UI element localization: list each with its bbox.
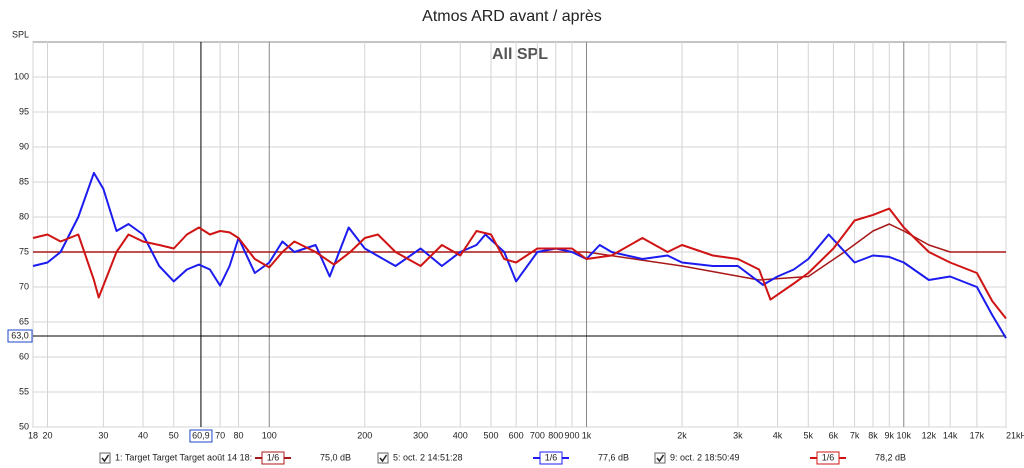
legend-name: 5: oct. 2 14:51:28 — [393, 452, 463, 462]
y-tick-label: 100 — [14, 71, 29, 81]
legend-smoothing: 1/6 — [545, 452, 558, 462]
y-tick-label: 50 — [19, 421, 29, 431]
y-tick-label: 85 — [19, 176, 29, 186]
x-tick-label: 800 — [548, 430, 563, 440]
y-tick-label: 80 — [19, 211, 29, 221]
legend-smoothing: 1/6 — [822, 452, 835, 462]
x-tick-label: 70 — [215, 430, 225, 440]
x-tick-label: 14k — [943, 430, 958, 440]
legend-smoothing: 1/6 — [267, 452, 280, 462]
cursor-box — [189, 429, 213, 443]
cursor-box — [7, 329, 33, 343]
legend-smoothing-box[interactable] — [261, 451, 285, 465]
x-tick-label: 1k — [582, 430, 592, 440]
x-tick-label: 2k — [677, 430, 687, 440]
legend-level: 77,6 dB — [598, 452, 629, 462]
legend-checkbox[interactable] — [377, 452, 389, 464]
x-tick-label: 6k — [829, 430, 839, 440]
y-tick-label: 60 — [19, 351, 29, 361]
x-tick-label: 4k — [773, 430, 783, 440]
legend-checkbox[interactable] — [654, 452, 666, 464]
x-tick-label: 3k — [733, 430, 743, 440]
x-tick-label: 18 — [28, 430, 38, 440]
x-tick-label: 8k — [868, 430, 878, 440]
legend-check — [101, 454, 110, 463]
y-tick-label: 55 — [19, 386, 29, 396]
x-tick-label: 700 — [530, 430, 545, 440]
x-tick-label: 40 — [138, 430, 148, 440]
legend-level: 75,0 dB — [320, 452, 351, 462]
y-axis-label: SPL — [12, 29, 29, 39]
series-line — [32, 171, 1007, 339]
x-tick-label: 21kHz — [1006, 430, 1024, 440]
x-tick-label: 400 — [453, 430, 468, 440]
cursor-label: 60,9 — [192, 430, 210, 440]
x-tick-label: 5k — [804, 430, 814, 440]
x-tick-label: 17k — [970, 430, 985, 440]
y-tick-label: 90 — [19, 141, 29, 151]
y-tick-label: 75 — [19, 246, 29, 256]
x-tick-label: 12k — [922, 430, 937, 440]
legend-checkbox[interactable] — [99, 452, 111, 464]
x-tick-label: 300 — [413, 430, 428, 440]
chart-subtitle: All SPL — [492, 46, 548, 63]
legend-level: 78,2 dB — [875, 452, 906, 462]
legend-name: 9: oct. 2 18:50:49 — [670, 452, 740, 462]
x-tick-label: 10k — [897, 430, 912, 440]
series-line — [33, 223, 1006, 281]
x-tick-label: 600 — [509, 430, 524, 440]
x-tick-label: 50 — [169, 430, 179, 440]
legend-name: 1: Target Target Target août 14 18: — [115, 452, 252, 462]
x-tick-label: 500 — [484, 430, 499, 440]
legend-smoothing-box[interactable] — [816, 451, 840, 465]
x-tick-label: 900 — [564, 430, 579, 440]
x-tick-label: 200 — [357, 430, 372, 440]
x-tick-label: 30 — [98, 430, 108, 440]
y-tick-label: 70 — [19, 281, 29, 291]
legend-smoothing-box[interactable] — [539, 451, 563, 465]
x-tick-label: 20 — [43, 430, 53, 440]
chart-title: Atmos ARD avant / après — [422, 8, 602, 25]
plot-area — [32, 41, 1007, 428]
legend-check — [379, 454, 388, 463]
x-tick-label: 80 — [234, 430, 244, 440]
x-tick-label: 9k — [885, 430, 895, 440]
x-tick-label: 7k — [850, 430, 860, 440]
y-tick-label: 65 — [19, 316, 29, 326]
cursor-label: 63,0 — [11, 330, 29, 340]
series-line — [32, 207, 1007, 320]
x-tick-label: 100 — [262, 430, 277, 440]
y-tick-label: 95 — [19, 106, 29, 116]
legend-check — [656, 454, 665, 463]
